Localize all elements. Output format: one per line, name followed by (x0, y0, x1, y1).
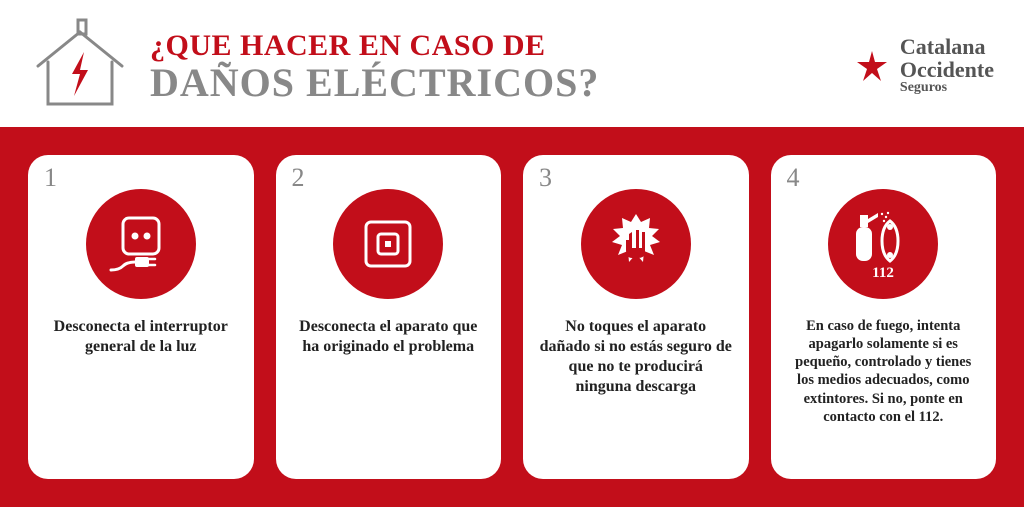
header: ¿QUE HACER EN CASO DE DAÑOS ELÉCTRICOS? … (0, 0, 1024, 127)
logo-line1: Catalana (900, 35, 994, 58)
step-text: En caso de fuego, intenta apagarlo solam… (787, 317, 981, 426)
step-card-2: 2 Desconecta el aparato que ha originado… (276, 155, 502, 479)
step-card-3: 3 No toques el aparato dañado si no está… (523, 155, 749, 479)
plug-outlet-icon (86, 189, 196, 299)
step-number: 3 (539, 163, 552, 193)
star-icon (854, 48, 890, 84)
step-number: 2 (292, 163, 305, 193)
step-text: No toques el aparato dañado si no estás … (539, 317, 733, 397)
red-band: 1 Desconecta el interruptor general de l… (0, 127, 1024, 507)
emergency-number: 112 (872, 265, 894, 281)
extinguisher-phone-icon: 112 (828, 189, 938, 299)
step-card-1: 1 Desconecta el interruptor general de l… (28, 155, 254, 479)
title-line1: ¿QUE HACER EN CASO DE (150, 29, 834, 63)
step-card-4: 4 112 En caso de fuego, intenta apagarlo… (771, 155, 997, 479)
switch-box-icon (333, 189, 443, 299)
logo-line3: Seguros (900, 81, 994, 96)
hand-spark-icon (581, 189, 691, 299)
house-bolt-icon (30, 18, 130, 113)
title-line2: DAÑOS ELÉCTRICOS? (150, 63, 834, 103)
step-text: Desconecta el aparato que ha originado e… (292, 317, 486, 357)
step-text: Desconecta el interruptor general de la … (44, 317, 238, 357)
logo-text: Catalana Occidente Seguros (900, 35, 994, 96)
logo-line2: Occidente (900, 58, 994, 81)
step-number: 1 (44, 163, 57, 193)
title-block: ¿QUE HACER EN CASO DE DAÑOS ELÉCTRICOS? (150, 29, 834, 103)
brand-logo: Catalana Occidente Seguros (854, 35, 994, 96)
step-number: 4 (787, 163, 800, 193)
